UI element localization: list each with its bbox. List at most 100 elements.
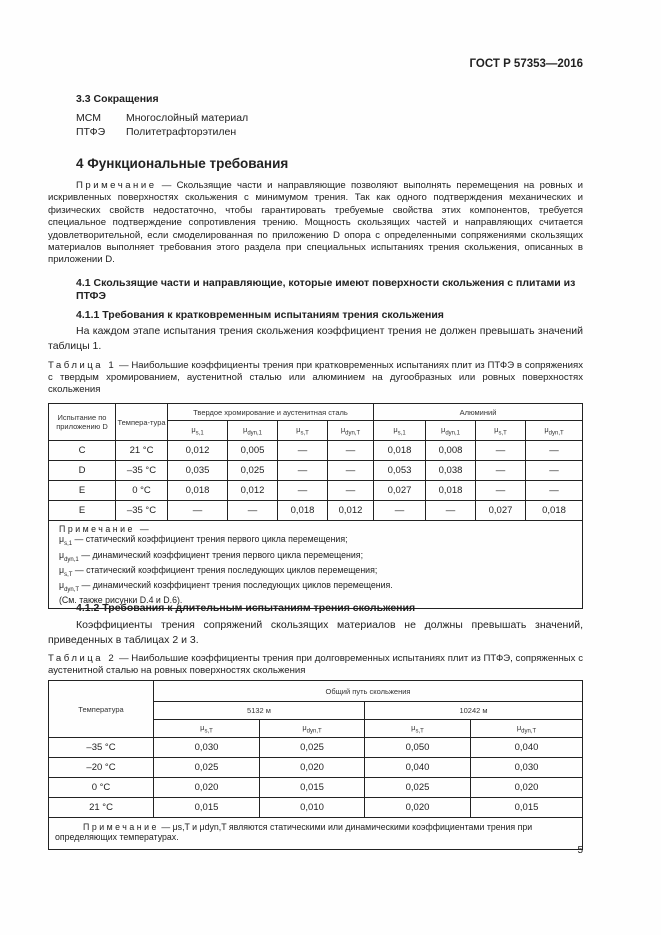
mu-dyn-t-header: μdyn,T	[470, 719, 583, 738]
mu-subscript: s,1	[397, 430, 406, 437]
table-cell: 0,010	[259, 797, 365, 818]
table-cell: —	[167, 500, 228, 521]
mu-symbol: μ	[59, 534, 65, 545]
table-row: 0 °C 0,020 0,015 0,025 0,020	[48, 777, 583, 798]
table-cell: 0,020	[364, 797, 471, 818]
table-row: D –35 °C 0,035 0,025— —0,053 0,038— —	[48, 460, 583, 481]
table-row: C 21 °C 0,012 0,005— —0,018 0,008— —	[48, 440, 583, 461]
mu-subscript: dyn,T	[306, 728, 322, 735]
note-label: Примечание	[83, 822, 159, 832]
header-sliding-path: Общий путь скольжения	[153, 680, 583, 702]
table-cell: 0,012	[327, 500, 374, 521]
header-10242: 10242 м	[364, 701, 583, 720]
section-4-1-1-title: 4.1.1 Требования к кратковременным испыт…	[76, 309, 444, 321]
table-cell: —	[525, 460, 583, 481]
mu-s-1-header: μs,1	[167, 420, 228, 441]
section-4-1-title: 4.1 Скользящие части и направляющие, кот…	[76, 277, 576, 302]
table-cell: 0,018	[167, 480, 228, 501]
mu-symbol: μ	[440, 424, 446, 434]
table2-note-row: Примечание — μs,T и μdyn,T являются стат…	[48, 817, 583, 850]
table-cell: –35 °C	[115, 460, 168, 481]
table-cell: —	[277, 480, 328, 501]
table-cell: 0,018	[277, 500, 328, 521]
mu-subscript: s,T	[204, 728, 213, 735]
mu-s-t-header: μs,T	[364, 719, 471, 738]
table-cell: –35 °C	[115, 500, 168, 521]
mu-s-t-header: μs,T	[475, 420, 526, 441]
header-aluminium: Алюминий	[373, 403, 583, 421]
note-line: μdyn,1 — динамический коэффициент трения…	[59, 550, 572, 565]
table-cell: —	[525, 440, 583, 461]
table-cell: 0,012	[227, 480, 278, 501]
note-line: μdyn,T — динамический коэффициент трения…	[59, 580, 572, 595]
table-cell: 0,018	[525, 500, 583, 521]
table-1: Испытание по приложению D Темпера-тура Тве…	[48, 403, 583, 610]
header-5132: 5132 м	[153, 701, 365, 720]
mu-dyn-t-header: μdyn,T	[259, 719, 365, 738]
mu-subscript: dyn,T	[64, 586, 80, 593]
table-cell: D	[48, 460, 116, 481]
mu-dyn-1-header: μdyn,1	[425, 420, 476, 441]
section-4-title: 4 Функциональные требования	[76, 156, 289, 171]
mu-subscript: dyn,1	[247, 430, 262, 437]
mu-subscript: s,T	[64, 571, 73, 578]
table-cell: 0,040	[364, 757, 471, 778]
section-4-1-2-text: Коэффициенты трения сопряжений скользящи…	[48, 619, 583, 646]
table-cell: 0,012	[167, 440, 228, 461]
table-cell: E	[48, 480, 116, 501]
note-line: μs,1 — статический коэффициент трения пе…	[59, 534, 572, 549]
table-row: 21 °C 0,015 0,010 0,020 0,015	[48, 797, 583, 818]
table-cell: 21 °C	[115, 440, 168, 461]
note-text: — динамический коэффициент трения первог…	[78, 549, 364, 560]
abbr-row: МСМ Многослойный материал	[76, 112, 248, 124]
mu-subscript: s,1	[64, 541, 73, 548]
table-cell: 0,008	[425, 440, 476, 461]
table1-caption: Таблица 1 — Наибольшие коэффициенты трен…	[48, 360, 583, 395]
mu-subscript: s,T	[498, 430, 507, 437]
table-cell: —	[327, 440, 374, 461]
table-cell: C	[48, 440, 116, 461]
table-cell: 0 °C	[115, 480, 168, 501]
table-cell: E	[48, 500, 116, 521]
mu-subscript: dyn,1	[445, 430, 460, 437]
table-cell: 0,018	[425, 480, 476, 501]
mu-symbol: μ	[242, 424, 248, 434]
table-cell: 0,025	[227, 460, 278, 481]
abbr-meaning: Политетрафторэтилен	[126, 126, 237, 138]
note-line: μs,T — статический коэффициент трения по…	[59, 565, 572, 580]
mu-subscript: s,T	[415, 728, 424, 735]
table-cell: 0,050	[364, 737, 471, 758]
note-label: Примечание —	[59, 524, 152, 534]
table-cell: —	[425, 500, 476, 521]
table-cell: —	[475, 480, 526, 501]
table-cell: 0,038	[425, 460, 476, 481]
table-cell: –35 °C	[48, 737, 154, 758]
table-cell: 0,027	[373, 480, 426, 501]
note-text: — μs,T и μdyn,T являются статическими ил…	[55, 822, 533, 843]
mu-dyn-t-header: μdyn,T	[327, 420, 374, 441]
table-cell: 0 °C	[48, 777, 154, 798]
mu-symbol: μ	[191, 424, 196, 434]
mu-symbol: μ	[340, 424, 346, 434]
table-cell: –20 °C	[48, 757, 154, 778]
mu-symbol: μ	[393, 424, 398, 434]
table-cell: 0,027	[475, 500, 526, 521]
standard-number: ГОСТ Р 57353—2016	[469, 58, 583, 70]
mu-subscript: s,T	[300, 430, 309, 437]
table-cell: 0,015	[470, 797, 583, 818]
mu-symbol: μ	[494, 424, 499, 434]
section-4-note: Примечание — Скользящие части и направля…	[48, 180, 583, 266]
table2-caption: Таблица 2 — Наибольшие коэффициенты трен…	[48, 653, 583, 676]
mu-symbol: μ	[59, 579, 65, 590]
note-ref: (См. также рисунки D.4 и D.6).	[59, 595, 183, 606]
header-chrome-steel: Твердое хромирование и аустенитная сталь	[167, 403, 374, 421]
section-3-3-title: 3.3 Сокращения	[76, 93, 159, 105]
mu-subscript: dyn,1	[64, 556, 79, 563]
table-cell: —	[327, 480, 374, 501]
table2-note: Примечание — μs,T и μdyn,T являются стат…	[48, 817, 583, 850]
mu-symbol: μ	[59, 564, 65, 575]
table-cell: 0,030	[470, 757, 583, 778]
table-row: E –35 °C — —0,018 0,012— —0,027 0,018	[48, 500, 583, 521]
